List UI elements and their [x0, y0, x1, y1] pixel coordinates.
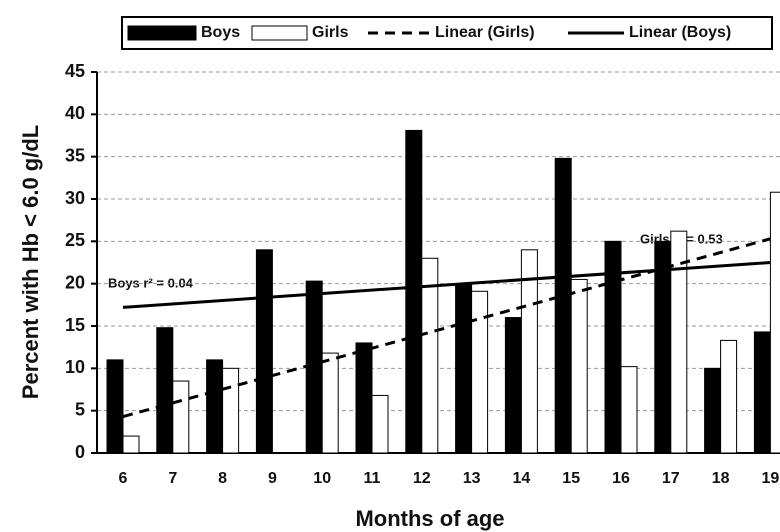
legend-box	[121, 16, 773, 50]
y-tick-label: 20	[65, 272, 85, 292]
bar	[554, 157, 572, 454]
bar	[654, 240, 672, 454]
bar	[769, 191, 780, 454]
bar	[570, 278, 588, 454]
bar	[106, 359, 124, 454]
y-tick-label: 45	[65, 61, 85, 81]
bar	[753, 331, 771, 454]
annotation: Boys r² = 0.04	[108, 275, 194, 290]
bar	[421, 257, 439, 454]
y-tick-label: 5	[75, 399, 85, 419]
bar	[321, 352, 339, 454]
bar	[172, 380, 190, 454]
legend-label: Girls	[312, 24, 349, 41]
bar	[255, 249, 273, 454]
trend-line	[122, 237, 771, 419]
y-tick-label: 0	[75, 442, 85, 462]
x-tick-label: 6	[119, 470, 128, 487]
legend-label: Linear (Boys)	[629, 24, 731, 41]
x-tick-label: 10	[313, 470, 331, 487]
bar	[355, 342, 373, 454]
legend-swatch	[251, 25, 308, 41]
bar	[471, 290, 489, 454]
bar	[704, 367, 722, 454]
x-tick-label: 17	[662, 470, 680, 487]
y-tick-label: 35	[65, 145, 85, 165]
bar	[620, 366, 638, 454]
x-tick-label: 13	[463, 470, 481, 487]
bar	[720, 339, 738, 454]
y-tick-label: 30	[65, 188, 85, 208]
y-axis-label: Percent with Hb < 6.0 g/dL	[18, 125, 43, 399]
legend-swatch	[127, 25, 197, 41]
bar	[222, 367, 240, 454]
bar	[122, 435, 140, 454]
x-tick-label: 7	[168, 470, 177, 487]
bar	[504, 317, 522, 454]
y-tick-label: 25	[65, 230, 85, 250]
x-tick-label: 8	[218, 470, 227, 487]
x-tick-label: 15	[562, 470, 580, 487]
bar	[455, 283, 473, 454]
x-tick-label: 12	[413, 470, 431, 487]
y-tick-label: 10	[65, 357, 85, 377]
trend-line	[122, 261, 771, 309]
x-tick-label: 18	[712, 470, 730, 487]
legend-label: Boys	[201, 24, 240, 41]
x-tick-label: 9	[268, 470, 277, 487]
bar	[206, 359, 224, 454]
x-tick-label: 11	[364, 470, 381, 487]
bar	[670, 230, 688, 454]
bar	[604, 240, 622, 454]
x-tick-label: 14	[513, 470, 531, 487]
bar	[156, 327, 174, 454]
bar	[371, 394, 389, 454]
y-tick-label: 40	[65, 103, 85, 123]
bar	[405, 129, 423, 454]
x-axis-label: Months of age	[355, 506, 504, 531]
bar	[520, 249, 538, 454]
legend-label: Linear (Girls)	[435, 24, 535, 41]
x-tick-label: 16	[612, 470, 630, 487]
y-tick-label: 15	[65, 315, 85, 335]
x-tick-label: 19	[762, 470, 780, 487]
